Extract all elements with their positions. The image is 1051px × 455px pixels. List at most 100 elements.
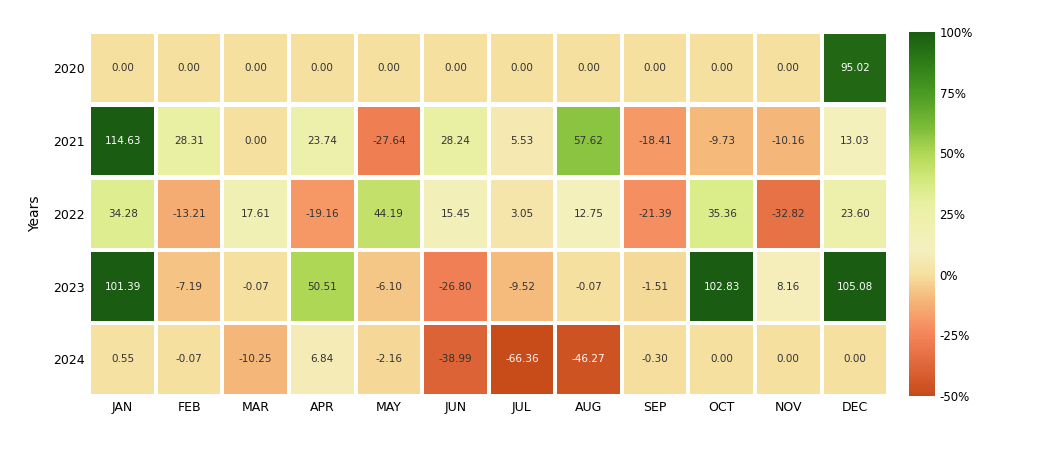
Text: -9.73: -9.73 — [708, 136, 736, 146]
Text: -38.99: -38.99 — [438, 354, 472, 364]
Bar — [691, 180, 753, 248]
Bar — [158, 180, 221, 248]
Y-axis label: Years: Years — [27, 196, 42, 232]
Bar — [691, 34, 753, 102]
Bar — [824, 325, 886, 394]
Text: 95.02: 95.02 — [840, 63, 869, 73]
Text: 0.00: 0.00 — [710, 354, 734, 364]
Text: 0.00: 0.00 — [777, 63, 800, 73]
Text: 114.63: 114.63 — [104, 136, 141, 146]
Text: -66.36: -66.36 — [506, 354, 539, 364]
Bar — [291, 107, 353, 175]
Text: 12.75: 12.75 — [574, 209, 603, 219]
Text: 17.61: 17.61 — [241, 209, 271, 219]
Text: 57.62: 57.62 — [574, 136, 603, 146]
Bar — [491, 180, 553, 248]
Bar — [291, 180, 353, 248]
Bar — [225, 180, 287, 248]
Bar — [757, 34, 820, 102]
Bar — [425, 180, 487, 248]
Bar — [225, 325, 287, 394]
Bar — [291, 325, 353, 394]
Text: 0.00: 0.00 — [178, 63, 201, 73]
Bar — [691, 253, 753, 321]
Text: -13.21: -13.21 — [172, 209, 206, 219]
Text: -9.52: -9.52 — [509, 282, 536, 292]
Text: -2.16: -2.16 — [375, 354, 403, 364]
Bar — [757, 253, 820, 321]
Text: -46.27: -46.27 — [572, 354, 605, 364]
Text: 0.00: 0.00 — [511, 63, 534, 73]
Bar — [557, 34, 620, 102]
Bar — [624, 180, 686, 248]
Text: 0.00: 0.00 — [311, 63, 334, 73]
Bar — [824, 253, 886, 321]
Bar — [691, 325, 753, 394]
Bar — [757, 180, 820, 248]
Text: -0.07: -0.07 — [575, 282, 602, 292]
Text: 34.28: 34.28 — [107, 209, 138, 219]
Bar — [225, 107, 287, 175]
Text: 13.03: 13.03 — [840, 136, 869, 146]
Bar — [491, 253, 553, 321]
Bar — [425, 253, 487, 321]
Bar — [624, 107, 686, 175]
Text: 0.00: 0.00 — [777, 354, 800, 364]
Text: 5.53: 5.53 — [511, 136, 534, 146]
Bar — [158, 107, 221, 175]
Bar — [225, 253, 287, 321]
Text: -10.16: -10.16 — [771, 136, 805, 146]
Bar — [491, 325, 553, 394]
Text: 0.00: 0.00 — [244, 63, 267, 73]
Text: 0.00: 0.00 — [111, 63, 135, 73]
Text: -27.64: -27.64 — [372, 136, 406, 146]
Bar — [158, 34, 221, 102]
Text: 0.00: 0.00 — [710, 63, 734, 73]
Bar — [624, 253, 686, 321]
Text: 3.05: 3.05 — [511, 209, 534, 219]
Bar — [757, 107, 820, 175]
Bar — [291, 34, 353, 102]
Bar — [557, 180, 620, 248]
Bar — [357, 253, 420, 321]
Bar — [357, 107, 420, 175]
Bar — [425, 34, 487, 102]
Bar — [158, 325, 221, 394]
Text: -32.82: -32.82 — [771, 209, 805, 219]
Text: 23.60: 23.60 — [840, 209, 869, 219]
Text: -19.16: -19.16 — [306, 209, 339, 219]
Bar — [557, 325, 620, 394]
Text: -0.30: -0.30 — [642, 354, 668, 364]
Text: 28.31: 28.31 — [174, 136, 204, 146]
Bar — [357, 34, 420, 102]
Bar — [357, 325, 420, 394]
Text: -18.41: -18.41 — [638, 136, 672, 146]
Text: 0.00: 0.00 — [577, 63, 600, 73]
Bar — [491, 34, 553, 102]
Text: 28.24: 28.24 — [440, 136, 471, 146]
Text: -0.07: -0.07 — [243, 282, 269, 292]
Text: 101.39: 101.39 — [104, 282, 141, 292]
Text: 0.00: 0.00 — [643, 63, 666, 73]
Text: 105.08: 105.08 — [837, 282, 873, 292]
Text: 6.84: 6.84 — [311, 354, 334, 364]
Text: 50.51: 50.51 — [308, 282, 337, 292]
Text: -7.19: -7.19 — [176, 282, 203, 292]
Text: 0.00: 0.00 — [843, 354, 866, 364]
Bar — [691, 107, 753, 175]
Text: 0.00: 0.00 — [377, 63, 400, 73]
Bar — [624, 34, 686, 102]
Bar — [91, 325, 153, 394]
Bar — [824, 34, 886, 102]
Bar — [91, 180, 153, 248]
Bar — [91, 107, 153, 175]
Text: -10.25: -10.25 — [239, 354, 272, 364]
Text: 44.19: 44.19 — [374, 209, 404, 219]
Text: 8.16: 8.16 — [777, 282, 800, 292]
Bar — [425, 325, 487, 394]
Text: 0.00: 0.00 — [444, 63, 467, 73]
Bar — [91, 34, 153, 102]
Text: -6.10: -6.10 — [375, 282, 403, 292]
Bar — [824, 180, 886, 248]
Text: 15.45: 15.45 — [440, 209, 471, 219]
